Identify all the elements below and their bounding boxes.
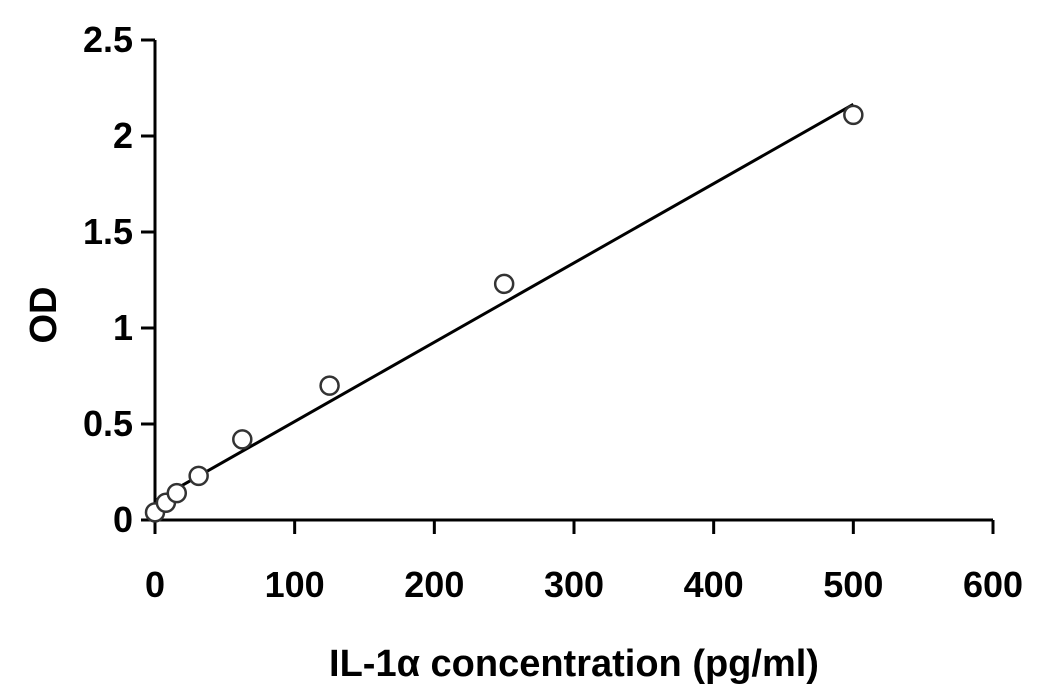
- x-tick-label: 200: [404, 564, 464, 605]
- data-point: [843, 104, 864, 126]
- data-point: [319, 375, 340, 396]
- data-point: [166, 482, 188, 504]
- data-point: [188, 465, 209, 487]
- data-points: [144, 104, 864, 523]
- trendline-group: [154, 103, 855, 503]
- x-tick-label: 300: [544, 564, 604, 605]
- y-tick-label: 0.5: [83, 403, 133, 444]
- x-tick-label: 500: [823, 564, 883, 605]
- x-axis-title: IL-1α concentration (pg/ml): [329, 643, 819, 685]
- data-point: [493, 273, 515, 295]
- y-axis-title: OD: [23, 287, 65, 344]
- y-tick-label: 1.5: [83, 211, 133, 252]
- y-tick-label: 2.5: [83, 19, 133, 60]
- data-point: [232, 429, 253, 450]
- x-tick-label: 600: [963, 564, 1023, 605]
- y-tick-label: 2: [113, 115, 133, 156]
- y-tick-label: 0: [113, 499, 133, 540]
- trendline: [154, 103, 855, 503]
- x-tick-label: 100: [265, 564, 325, 605]
- y-tick-label: 1: [113, 307, 133, 348]
- axes: 0 0.5 1 1.5 2 2.5 0 100 200 300 400 500 600: [83, 19, 1023, 605]
- x-tick-label: 0: [145, 564, 165, 605]
- x-tick-label: 400: [684, 564, 744, 605]
